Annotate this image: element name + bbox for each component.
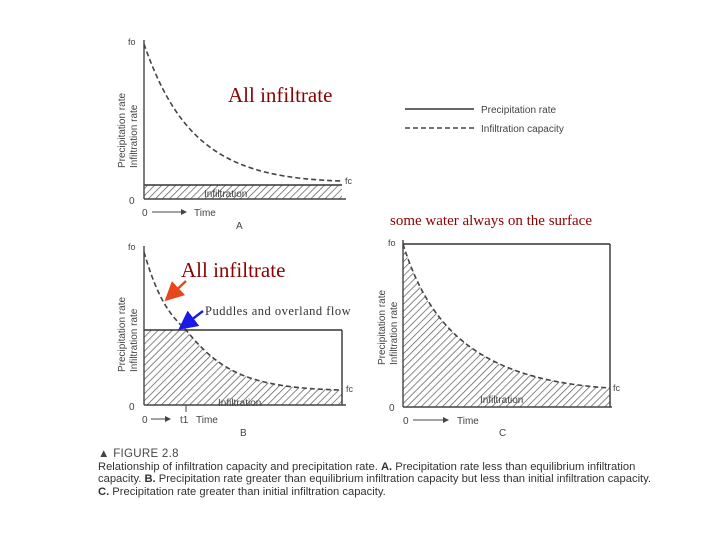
time-label: Time [196, 415, 218, 426]
f0-label: fo [128, 37, 136, 47]
origin-label: 0 [389, 403, 395, 414]
figure-caption: ▲ FIGURE 2.8 Relationship of infiltratio… [98, 448, 658, 498]
panel-letter-c: C [499, 428, 506, 439]
time-origin: 0 [142, 415, 148, 426]
caption-c-letter: C. [98, 485, 110, 498]
panel-b: Precipitation rate Infiltration rate fo … [117, 242, 354, 439]
annotation-all-infiltrate-b: All infiltrate [181, 258, 285, 282]
figure-label: FIGURE 2.8 [113, 448, 179, 460]
triangle-icon: ▲ [98, 448, 110, 460]
infiltration-curve [143, 251, 343, 391]
red-arrow-icon [164, 280, 187, 302]
caption-body: Relationship of infiltration capacity an… [98, 461, 658, 499]
y-axis-label-outer: Precipitation rate [377, 290, 388, 365]
band-label: Infiltration [218, 398, 261, 409]
time-origin: 0 [142, 208, 148, 219]
time-origin: 0 [403, 416, 409, 427]
infiltration-band [186, 390, 342, 405]
y-axis-label-outer: Precipitation rate [117, 297, 128, 372]
caption-heading: ▲ FIGURE 2.8 [98, 448, 658, 461]
legend-infiltration-label: Infiltration capacity [481, 124, 564, 135]
panel-letter-a: A [236, 221, 243, 232]
band-label: Infiltration [480, 395, 523, 406]
ponding-area [144, 330, 342, 405]
f0-label: fo [128, 242, 136, 252]
infiltration-band [144, 185, 342, 199]
infiltration-curve [143, 43, 343, 182]
band-label: Infiltration [204, 189, 247, 200]
time-label: Time [457, 416, 479, 427]
caption-b-letter: B. [144, 473, 156, 486]
caption-b-text: Precipitation rate greater than equilibr… [158, 473, 652, 486]
excess-area [403, 244, 610, 407]
origin-label: 0 [129, 196, 135, 207]
y-axis-label-outer: Precipitation rate [117, 93, 128, 168]
y-axis-label-inner: Infiltration rate [129, 308, 140, 372]
caption-c-text: Precipitation rate greater than initial … [112, 485, 386, 498]
annotation-all-infiltrate-a: All infiltrate [228, 83, 332, 107]
caption-a-text: Precipitation rate less than equilibrium… [98, 460, 636, 486]
panel-a: Precipitation rate Infiltration rate fo … [117, 37, 353, 232]
t1-label: t1 [180, 415, 189, 426]
annotation-surface-water: some water always on the surface [390, 213, 592, 229]
legend: Precipitation rate Infiltration capacity [405, 105, 564, 135]
panel-letter-b: B [240, 428, 247, 439]
time-label: Time [194, 208, 216, 219]
f0-label: fo [388, 238, 396, 248]
fc-label: fc [346, 384, 354, 394]
y-axis-label-inner: Infiltration rate [129, 104, 140, 168]
panel-c: Precipitation rate Infiltration rate fo … [377, 238, 621, 439]
caption-intro: Relationship of infiltration capacity an… [98, 460, 378, 473]
legend-precipitation-label: Precipitation rate [481, 105, 556, 116]
annotation-puddles: Puddles and overland flow [205, 304, 351, 318]
caption-a-letter: A. [380, 460, 393, 473]
fc-label: fc [613, 383, 621, 393]
infiltration-curve [402, 243, 611, 389]
y-axis-label-inner: Infiltration rate [389, 301, 400, 365]
fc-label: fc [345, 176, 353, 186]
blue-arrow-icon [178, 310, 204, 330]
origin-label: 0 [129, 402, 135, 413]
